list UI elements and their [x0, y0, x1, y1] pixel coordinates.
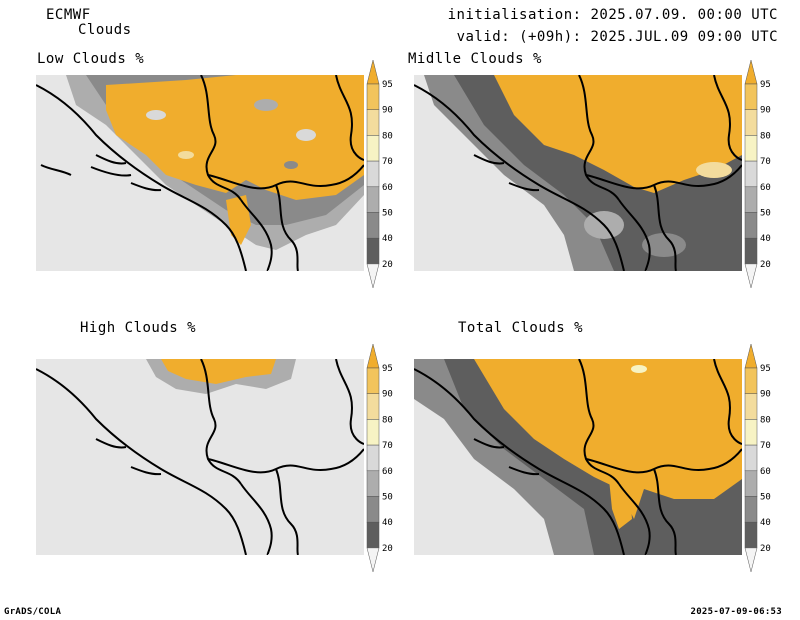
colorbar-box: [366, 419, 380, 446]
colorbar-box: [366, 393, 380, 420]
colorbar-level-label: 50: [760, 493, 771, 503]
colorbar-box: [744, 135, 758, 162]
colorbar-box: [744, 521, 758, 549]
colorbar-level-label: 40: [760, 234, 771, 244]
colorbar-level-label: 70: [760, 441, 771, 451]
header-valid-time: valid: (+09h): 2025.JUL.09 09:00 UTC: [456, 29, 778, 45]
colorbar-level-label: 60: [382, 183, 393, 193]
colorbar-high: 95 90 80 70 60 50 40 20: [366, 343, 393, 572]
panel-title-middle-clouds: Midlle Clouds %: [408, 51, 542, 67]
colorbar-level-label: 20: [382, 260, 393, 270]
colorbar-box: [744, 470, 758, 497]
colorbar-level-label: 90: [760, 390, 771, 400]
colorbar-box: [744, 367, 758, 394]
colorbar-bottom-arrow: [366, 263, 380, 288]
colorbar-level-label: 80: [382, 131, 393, 141]
colorbar-box: [744, 160, 758, 188]
colorbar-box: [366, 237, 380, 265]
colorbar-level-label: 70: [382, 157, 393, 167]
colorbar-box: [366, 521, 380, 549]
colorbar-box: [366, 109, 380, 136]
colorbar-level-label: 50: [760, 209, 771, 219]
colorbar-bottom-arrow: [744, 263, 758, 288]
colorbar-level-label: 50: [382, 209, 393, 219]
colorbar-box: [366, 367, 380, 394]
colorbar-level-label: 90: [382, 106, 393, 116]
colorbar-box: [744, 419, 758, 446]
colorbar-bottom-arrow: [366, 547, 380, 572]
header-product: Clouds: [78, 22, 132, 38]
footer-timestamp: 2025-07-09-06:53: [690, 607, 782, 617]
colorbar-level-label: 60: [382, 467, 393, 477]
colorbar-level-label: 95: [760, 80, 771, 90]
panel-title-low-clouds: Low Clouds %: [37, 51, 145, 67]
colorbar-box: [366, 186, 380, 213]
header-model: ECMWF: [46, 7, 91, 23]
colorbar-level-label: 80: [760, 415, 771, 425]
colorbar-level-label: 70: [382, 441, 393, 451]
total-clouds-map: [414, 359, 742, 555]
colorbar-box: [366, 444, 380, 472]
colorbar-box: [366, 83, 380, 110]
colorbar-level-label: 90: [382, 390, 393, 400]
colorbar-box: [744, 496, 758, 523]
colorbar-level-label: 20: [760, 544, 771, 554]
colorbar-top-arrow: [366, 343, 380, 369]
middle-clouds-map: [414, 75, 742, 271]
colorbar-level-label: 20: [382, 544, 393, 554]
colorbar-level-label: 40: [382, 518, 393, 528]
colorbar-top-arrow: [366, 59, 380, 85]
colorbar-box: [744, 186, 758, 213]
low-clouds-map: [36, 75, 364, 271]
panel-title-high-clouds: High Clouds %: [80, 320, 197, 336]
colorbar-box: [366, 496, 380, 523]
colorbar-box: [744, 83, 758, 110]
colorbar-level-label: 80: [760, 131, 771, 141]
colorbar-level-label: 70: [760, 157, 771, 167]
colorbar-level-label: 40: [760, 518, 771, 528]
colorbar-level-label: 60: [760, 183, 771, 193]
colorbar-level-label: 40: [382, 234, 393, 244]
footer-software: GrADS/COLA: [4, 607, 62, 617]
colorbar-box: [366, 135, 380, 162]
panel-title-total-clouds: Total Clouds %: [458, 320, 584, 336]
colorbar-level-label: 95: [382, 80, 393, 90]
colorbar-box: [366, 212, 380, 239]
colorbar-middle: 95 90 80 70 60 50 40 20: [744, 59, 771, 288]
colorbar-level-label: 20: [760, 260, 771, 270]
colorbar-box: [744, 444, 758, 472]
colorbar-bottom-arrow: [744, 547, 758, 572]
colorbar-box: [744, 393, 758, 420]
colorbar-box: [744, 237, 758, 265]
colorbar-level-label: 90: [760, 106, 771, 116]
colorbar-level-label: 60: [760, 467, 771, 477]
colorbar-level-label: 95: [760, 364, 771, 374]
colorbar-top-arrow: [744, 343, 758, 369]
colorbar-top-arrow: [744, 59, 758, 85]
colorbar-box: [744, 109, 758, 136]
colorbar-box: [366, 160, 380, 188]
colorbar-box: [366, 470, 380, 497]
header-initialisation: initialisation: 2025.07.09. 00:00 UTC: [447, 7, 778, 23]
colorbar-total: 95 90 80 70 60 50 40 20: [744, 343, 771, 572]
colorbar-level-label: 95: [382, 364, 393, 374]
high-clouds-map: [36, 359, 364, 555]
colorbar-level-label: 50: [382, 493, 393, 503]
colorbar-level-label: 80: [382, 415, 393, 425]
colorbar-low: 95 90 80 70 60 50 40 20: [366, 59, 393, 288]
colorbar-box: [744, 212, 758, 239]
